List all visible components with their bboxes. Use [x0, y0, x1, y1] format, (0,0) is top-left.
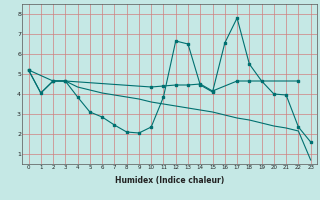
X-axis label: Humidex (Indice chaleur): Humidex (Indice chaleur)	[115, 176, 224, 185]
